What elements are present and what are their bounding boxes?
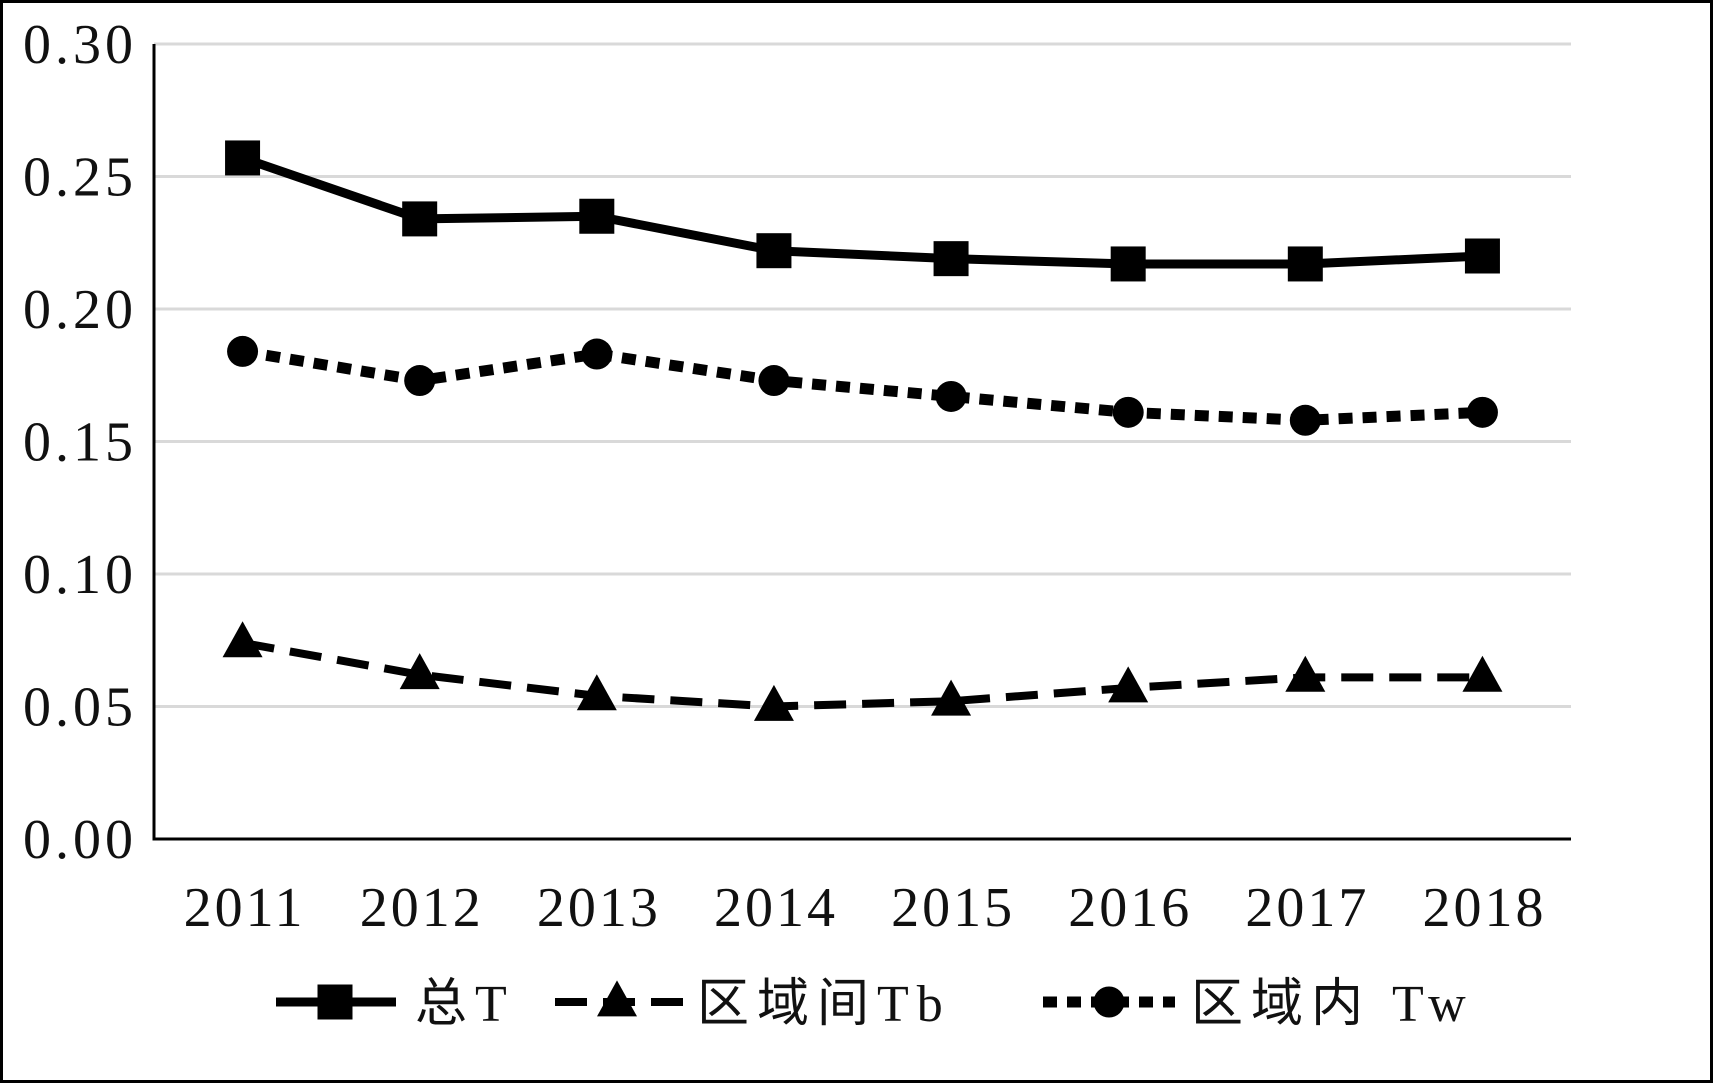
series-line-between — [241, 638, 1483, 711]
series-between-point-2016 — [1108, 666, 1149, 703]
series-line-within — [241, 345, 1483, 426]
series-between-point-2017 — [1285, 655, 1326, 692]
axes — [152, 44, 1571, 841]
x-tick-label: 2014 — [714, 877, 838, 939]
series-between-point-2018 — [1462, 655, 1503, 692]
series-between-point-2014 — [753, 684, 794, 721]
series-lines — [241, 153, 1483, 711]
series-line-total — [241, 153, 1483, 269]
x-tick-label: 2017 — [1245, 877, 1369, 939]
series-within-point-2014 — [758, 365, 790, 397]
legend-label-between: 区域间Tb — [697, 976, 951, 1033]
series-total-point-2016 — [1110, 246, 1146, 282]
series-between-point-2012 — [399, 653, 440, 690]
series-within-point-2015 — [935, 380, 967, 412]
y-tick-label: 0.25 — [23, 147, 137, 209]
series-total-point-2011 — [225, 140, 261, 176]
y-tick-label: 0.20 — [23, 279, 137, 341]
y-tick-label: 0.05 — [23, 677, 137, 739]
legend-label-total: 总T — [415, 976, 515, 1033]
series-between-point-2013 — [576, 674, 617, 711]
series-markers — [222, 140, 1503, 721]
series-within-point-2011 — [227, 335, 259, 367]
series-within-point-2012 — [404, 365, 436, 397]
x-tick-label: 2011 — [184, 877, 306, 939]
legend-marker-between — [597, 980, 637, 1017]
x-tick-label: 2013 — [537, 877, 661, 939]
y-tick-label: 0.10 — [23, 544, 137, 606]
series-total-point-2015 — [933, 241, 969, 277]
x-tick-label: 2012 — [360, 877, 484, 939]
legend-marker-total — [317, 984, 353, 1020]
tick-labels: 0.00 0.05 0.10 0.15 0.20 0.25 0.30 2011 2012 2013… — [23, 14, 1546, 939]
gridlines — [154, 42, 1571, 708]
series-total-point-2018 — [1464, 238, 1500, 274]
x-tick-label: 2016 — [1068, 877, 1192, 939]
series-between-point-2015 — [931, 679, 972, 716]
series-total-point-2017 — [1287, 246, 1323, 282]
series-within-point-2018 — [1466, 396, 1498, 428]
x-tick-label: 2018 — [1422, 877, 1546, 939]
legend-item-within: 区域内 Tw — [1043, 976, 1474, 1033]
series-total-point-2012 — [402, 201, 438, 237]
series-between-point-2011 — [222, 621, 263, 658]
series-total-point-2013 — [579, 198, 615, 234]
legend-label-within: 区域内 Tw — [1191, 976, 1474, 1033]
series-within-point-2017 — [1289, 404, 1321, 436]
legend-item-between: 区域间Tb — [555, 976, 951, 1033]
y-tick-label: 0.30 — [23, 14, 137, 76]
series-within-point-2013 — [581, 338, 613, 370]
y-tick-label: 0.15 — [23, 412, 137, 474]
y-tick-label: 0.00 — [23, 809, 137, 871]
series-total-point-2014 — [756, 233, 792, 269]
series-within-point-2016 — [1112, 396, 1144, 428]
legend: 总T 区域间Tb 区域内 Tw — [276, 976, 1474, 1033]
legend-marker-within — [1093, 986, 1125, 1018]
x-tick-label: 2015 — [891, 877, 1015, 939]
legend-item-total: 总T — [276, 976, 515, 1033]
